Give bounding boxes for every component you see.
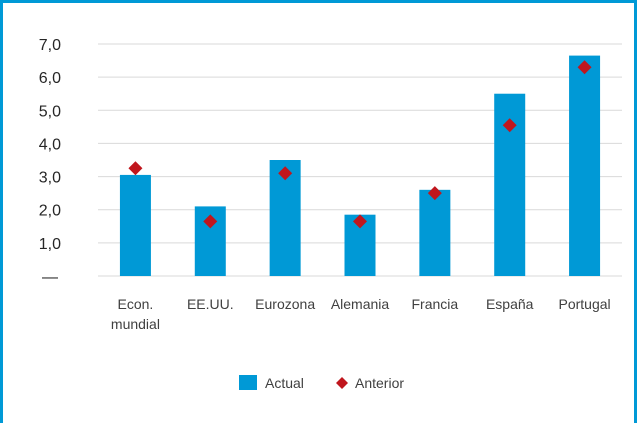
x-tick-label: mundial [111,316,160,332]
legend-swatch-anterior [336,377,348,389]
y-tick-label: 4,0 [39,136,61,153]
x-tick-label: Alemania [331,296,390,312]
x-tick-label: Econ. [118,296,154,312]
marker-anterior [128,161,143,176]
bar-actual [119,174,151,276]
y-tick-label: 2,0 [39,203,61,220]
marker-anterior [577,60,592,75]
y-tick-label: 5,0 [39,103,61,120]
x-tick-label: Portugal [558,296,610,312]
y-tick-label: 1,0 [39,236,61,253]
x-tick-label: España [486,296,534,312]
marker-anterior [353,214,367,229]
marker-anterior [427,186,442,201]
x-tick-label: EE.UU. [187,296,234,312]
bar-actual [569,55,601,276]
legend-swatch-actual [239,375,257,390]
x-tick-label: Francia [412,296,459,312]
x-tick-label: Eurozona [255,296,315,312]
y-tick-label: 6,0 [39,70,61,87]
bar-actual [419,189,451,276]
y-tick-label: 3,0 [39,170,61,187]
marker-anterior [502,118,517,133]
marker-anterior [278,166,293,181]
legend-label-actual: Actual [265,375,304,391]
y-tick-label: — [42,269,58,286]
legend-label-anterior: Anterior [355,375,404,391]
y-tick-label: 7,0 [39,37,61,54]
marker-anterior [203,214,218,229]
